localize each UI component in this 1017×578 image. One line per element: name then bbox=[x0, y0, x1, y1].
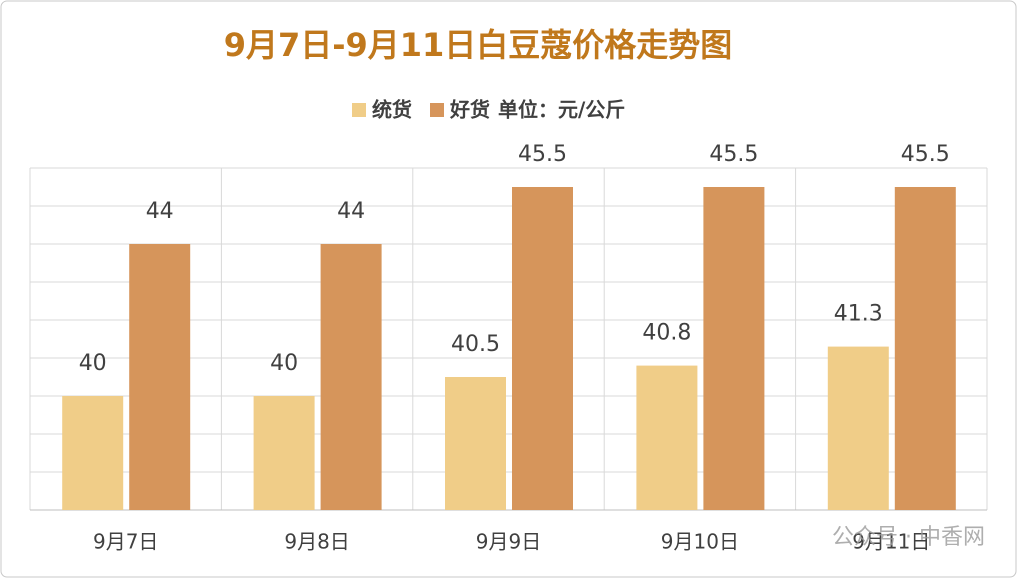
legend: 统货 好货 单位：元/公斤 bbox=[352, 98, 625, 122]
legend-label: 好货 bbox=[449, 98, 490, 122]
watermark: 公众号 · 中香网 bbox=[832, 525, 985, 550]
bar bbox=[253, 396, 315, 510]
data-label: 40.8 bbox=[642, 321, 691, 346]
data-label: 40 bbox=[79, 351, 107, 376]
bar bbox=[512, 187, 573, 510]
legend-label: 统货 bbox=[372, 98, 412, 122]
legend-swatch bbox=[430, 103, 444, 117]
x-tick-label: 9月11日 bbox=[852, 530, 930, 554]
data-label: 44 bbox=[337, 199, 365, 224]
legend-swatch bbox=[352, 103, 366, 117]
bar bbox=[636, 365, 698, 510]
data-label: 41.3 bbox=[834, 302, 883, 327]
bar bbox=[445, 377, 506, 510]
plot-area bbox=[29, 167, 988, 511]
bar bbox=[703, 187, 765, 510]
x-tick-label: 9月10日 bbox=[661, 530, 739, 554]
bar bbox=[62, 396, 124, 510]
bar bbox=[320, 244, 382, 510]
data-label: 45.5 bbox=[518, 142, 567, 167]
data-label: 40 bbox=[270, 351, 298, 376]
data-label: 45.5 bbox=[901, 142, 950, 167]
bar bbox=[894, 187, 956, 510]
x-tick-label: 9月7日 bbox=[93, 530, 158, 554]
x-tick-label: 9月9日 bbox=[476, 530, 541, 554]
data-label: 40.5 bbox=[451, 332, 500, 357]
data-label: 44 bbox=[146, 199, 174, 224]
unit-note: 单位：元/公斤 bbox=[498, 98, 625, 122]
data-label: 45.5 bbox=[709, 142, 758, 167]
bar bbox=[827, 346, 889, 510]
bar bbox=[129, 244, 191, 510]
chart-title: 9月7日-9月11日白豆蔻价格走势图 bbox=[224, 26, 733, 64]
x-tick-label: 9月8日 bbox=[284, 530, 349, 554]
